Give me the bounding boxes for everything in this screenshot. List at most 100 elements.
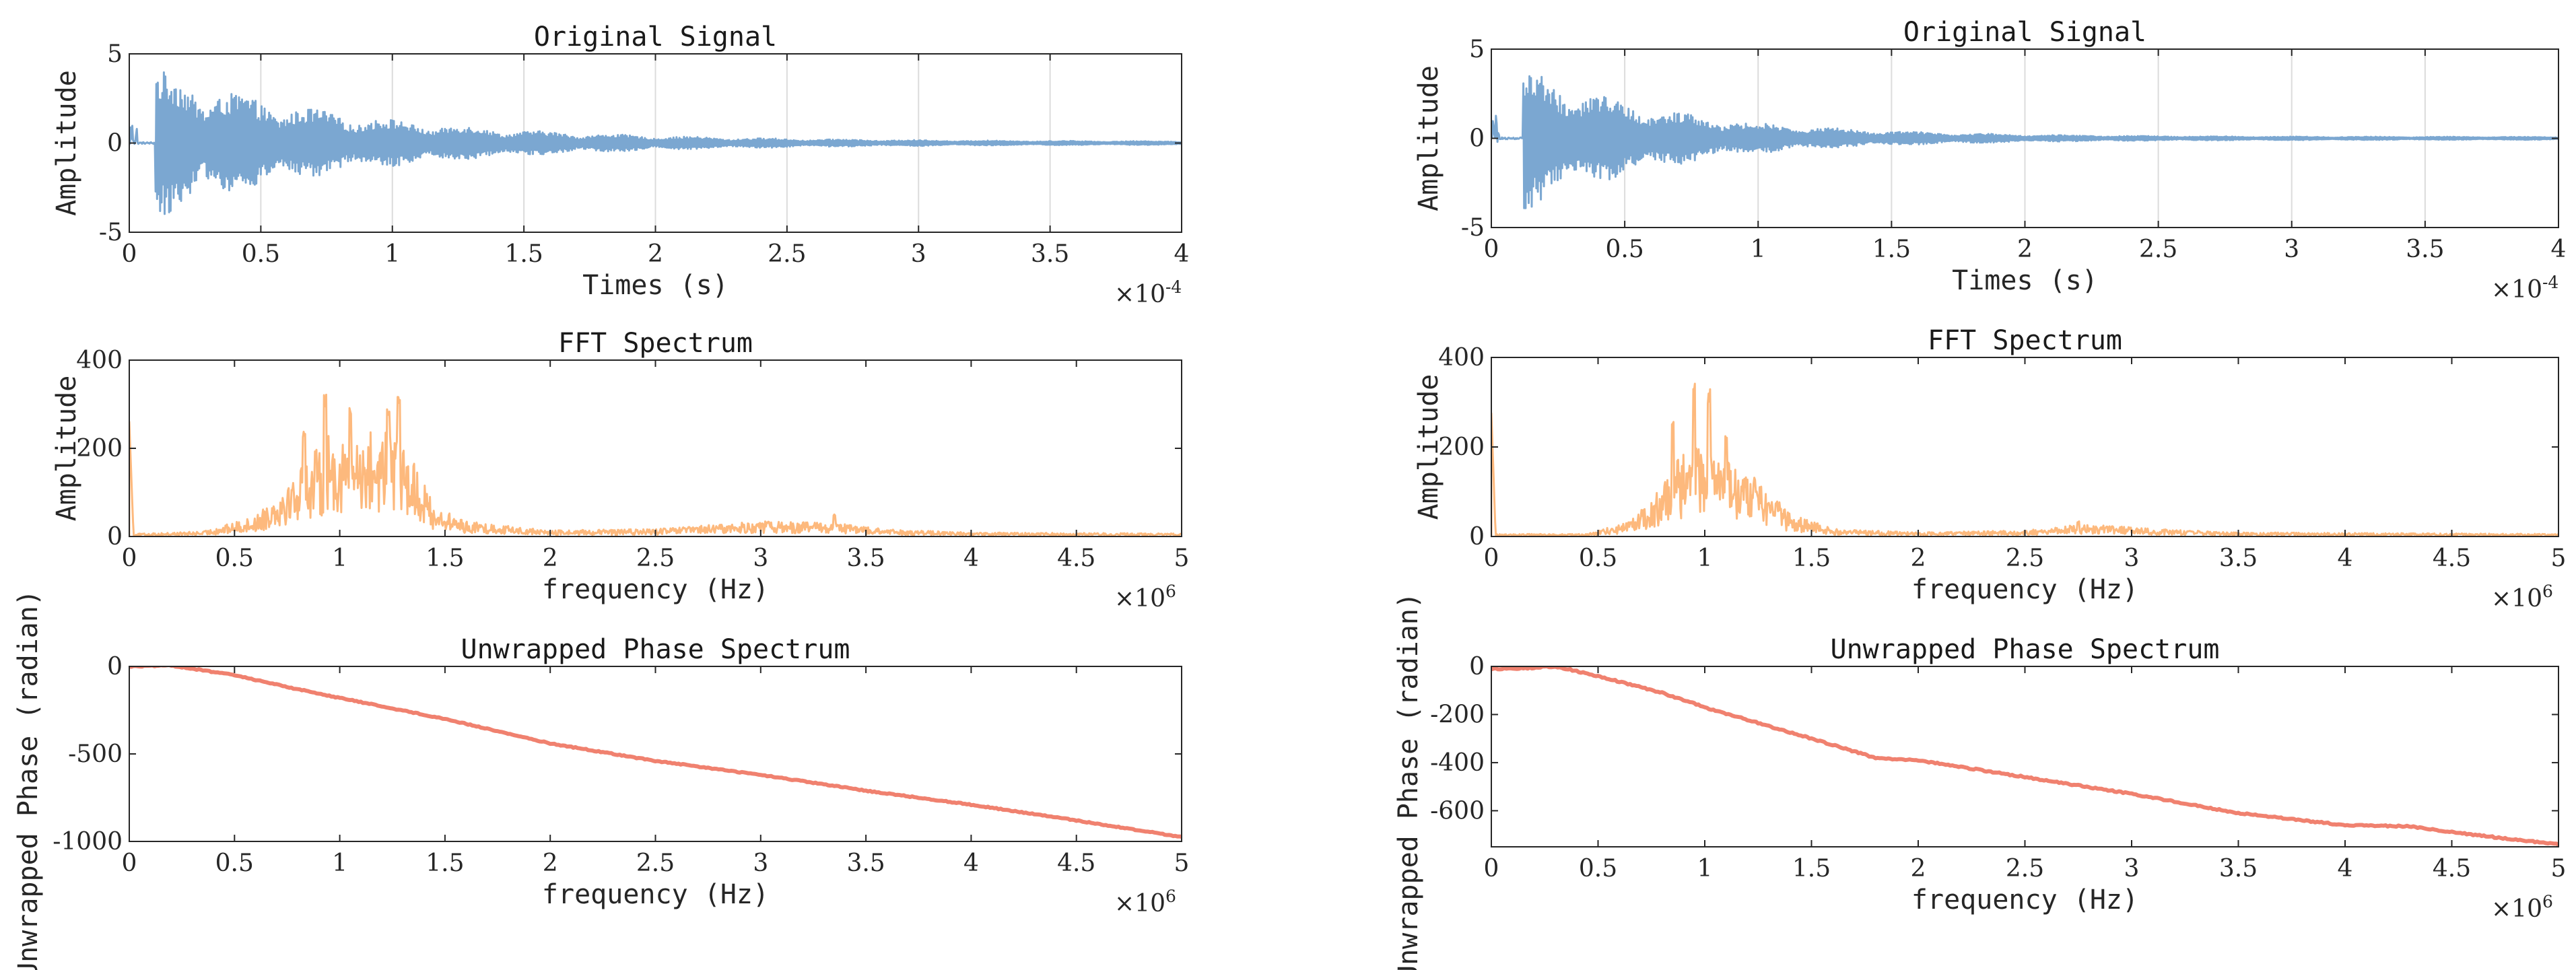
x-tick-label: 4 — [2338, 545, 2353, 572]
chart-title: Unwrapped Phase Spectrum — [1831, 634, 2220, 665]
y-tick-label: -500 — [68, 740, 123, 768]
x-tick-label: 2 — [1911, 855, 1926, 882]
x-tick-label: 5 — [2551, 545, 2567, 572]
x-tick-label: 2.5 — [2139, 236, 2177, 263]
x-tick-label: 0.5 — [1579, 855, 1617, 882]
x-tick-label: 0 — [1484, 545, 1499, 572]
x-tick-label: 1.5 — [1792, 855, 1831, 882]
plot-area — [129, 666, 1182, 841]
x-tick-label: 4.5 — [2433, 545, 2471, 572]
chart-title: Original Signal — [1903, 17, 2146, 48]
x-tick-label: 2.5 — [636, 545, 675, 572]
series-line-phase — [1491, 666, 2558, 847]
x-exponent-label: ×106 — [2491, 892, 2553, 923]
x-tick-label: 5 — [2551, 855, 2567, 882]
x-tick-label: 3.5 — [2219, 545, 2258, 572]
x-tick-label: 3 — [911, 240, 926, 268]
x-tick-label: 3.5 — [846, 850, 885, 877]
chart-title: FFT Spectrum — [1928, 325, 2122, 356]
x-axis-label: frequency (Hz) — [542, 879, 769, 910]
x-tick-label: 2.5 — [636, 850, 675, 877]
x-tick-label: 4 — [963, 545, 979, 572]
x-tick-label: 4 — [2551, 236, 2567, 263]
x-tick-label: 0.5 — [1605, 236, 1643, 263]
y-tick-label: 0 — [1469, 523, 1485, 551]
x-tick-label: 3.5 — [2219, 855, 2258, 882]
x-tick-label: 4 — [963, 850, 979, 877]
x-tick-label: 0 — [122, 240, 137, 268]
x-tick-label: 0 — [1484, 855, 1499, 882]
x-tick-label: 1 — [332, 850, 347, 877]
x-tick-label: 1.5 — [426, 545, 464, 572]
x-exponent-label: ×106 — [1114, 582, 1176, 613]
x-tick-label: 4.5 — [1057, 545, 1095, 572]
x-tick-label: 0.5 — [215, 850, 254, 877]
x-exponent-label: ×106 — [1114, 887, 1176, 917]
y-tick-label: -400 — [1430, 749, 1485, 777]
x-exponent-label: ×10-4 — [2491, 273, 2558, 304]
x-tick-label: 2 — [543, 850, 558, 877]
y-tick-label: 0 — [107, 130, 123, 158]
y-tick-label: 400 — [76, 347, 123, 374]
x-tick-label: 2 — [1911, 545, 1926, 572]
y-tick-label: 400 — [1438, 344, 1485, 372]
chart-title: Unwrapped Phase Spectrum — [461, 634, 850, 665]
x-tick-label: 3.5 — [1031, 240, 1069, 268]
chart-right-fft: 0 0.5 1 1.5 2 2.5 3 3.5 4 4.5 5 0 200 400 FFT Spectrum… — [1413, 325, 2566, 613]
y-tick-label: 200 — [76, 435, 123, 462]
y-tick-label: -600 — [1430, 797, 1485, 825]
x-tick-label: 2.5 — [768, 240, 806, 268]
x-tick-label: 4.5 — [2433, 855, 2471, 882]
x-exponent-label: ×106 — [2491, 582, 2553, 613]
y-tick-label: -5 — [99, 219, 123, 246]
x-tick-label: 4 — [2338, 855, 2353, 882]
chart-title: FFT Spectrum — [558, 328, 753, 359]
x-tick-label: 2.5 — [2006, 545, 2044, 572]
x-tick-label: 1.5 — [1792, 545, 1831, 572]
x-tick-label: 5 — [1174, 545, 1190, 572]
x-tick-label: 2 — [648, 240, 663, 268]
x-tick-label: 3.5 — [846, 545, 885, 572]
x-tick-label: 2 — [2017, 236, 2033, 263]
x-axis-label: Times (s) — [1952, 265, 2098, 296]
chart-right-phase: 0 0.5 1 1.5 2 2.5 3 3.5 4 4.5 5 -600 -400 -200 0 Unwrap… — [1393, 592, 2566, 970]
series-line-signal — [129, 71, 1182, 215]
y-axis-label: Unwrapped Phase (radian) — [1393, 592, 1424, 970]
x-tick-label: 1.5 — [504, 240, 543, 268]
y-tick-label: 0 — [1469, 125, 1485, 153]
series-line-signal — [1491, 75, 2558, 209]
x-tick-label: 2.5 — [2006, 855, 2044, 882]
y-tick-label: 5 — [1469, 36, 1485, 63]
chart-left-fft: 0 0.5 1 1.5 2 2.5 3 3.5 4 4.5 5 0 200 400 FFT Spectrum… — [51, 328, 1189, 613]
x-tick-label: 3.5 — [2406, 236, 2444, 263]
x-tick-label: 3 — [2124, 545, 2140, 572]
x-exponent-label: ×10-4 — [1114, 277, 1182, 308]
x-tick-label: 2 — [543, 545, 558, 572]
x-tick-label: 1.5 — [1872, 236, 1911, 263]
chart-left-phase: 0 0.5 1 1.5 2 2.5 3 3.5 4 4.5 5 -1000 -500 0 Unwrapped… — [13, 590, 1189, 970]
y-tick-label: -200 — [1430, 701, 1485, 728]
y-axis-label: Amplitude — [51, 376, 82, 522]
y-tick-label: -5 — [1461, 214, 1485, 242]
x-tick-label: 1 — [1697, 545, 1713, 572]
x-tick-label: 1 — [384, 240, 400, 268]
y-tick-label: 0 — [107, 653, 123, 681]
plot-area — [1491, 666, 2558, 847]
x-tick-label: 3 — [2124, 855, 2140, 882]
chart-title: Original Signal — [534, 22, 777, 53]
y-tick-label: 200 — [1438, 434, 1485, 461]
x-tick-label: 0.5 — [1579, 545, 1617, 572]
x-tick-label: 1 — [1751, 236, 1766, 263]
x-tick-label: 4 — [1174, 240, 1190, 268]
x-tick-label: 0.5 — [242, 240, 280, 268]
y-tick-label: 5 — [107, 40, 123, 68]
y-tick-label: -1000 — [53, 828, 123, 856]
x-tick-label: 0 — [122, 850, 137, 877]
y-axis-label: Amplitude — [1413, 65, 1444, 211]
y-tick-label: 0 — [107, 523, 123, 551]
x-tick-label: 3 — [753, 545, 768, 572]
x-axis-label: frequency (Hz) — [1911, 574, 2138, 605]
